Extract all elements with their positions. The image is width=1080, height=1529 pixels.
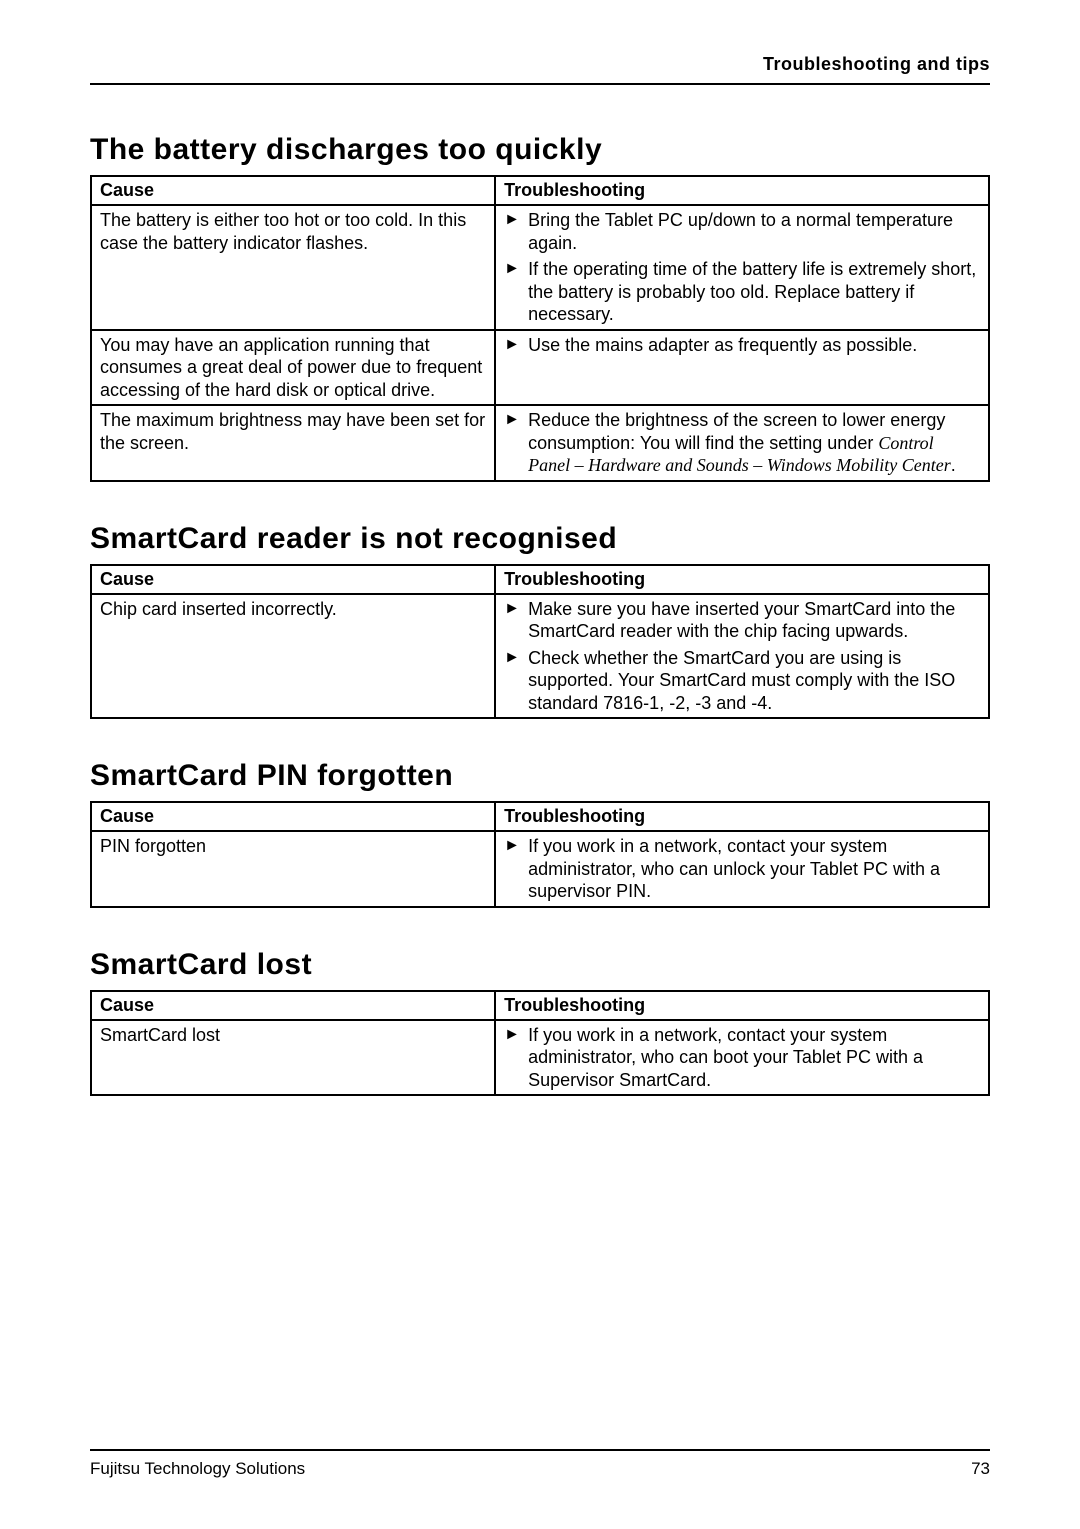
fix-text: Check whether the SmartCard you are usin…	[528, 647, 980, 715]
arrow-icon: ►	[504, 409, 528, 431]
troubleshooting-table: Cause Troubleshooting SmartCard lost ► I…	[90, 990, 990, 1097]
fix-item: ► If the operating time of the battery l…	[504, 258, 980, 326]
table-row: PIN forgotten ► If you work in a network…	[91, 831, 989, 907]
table-row: You may have an application running that…	[91, 330, 989, 406]
footer-row: Fujitsu Technology Solutions 73	[90, 1459, 990, 1479]
fix-item: ► If you work in a network, contact your…	[504, 1024, 980, 1092]
fix-item: ► Check whether the SmartCard you are us…	[504, 647, 980, 715]
table-header-row: Cause Troubleshooting	[91, 802, 989, 831]
troubleshooting-table: Cause Troubleshooting Chip card inserted…	[90, 564, 990, 720]
fix-cell: ► If you work in a network, contact your…	[495, 831, 989, 907]
troubleshooting-table: Cause Troubleshooting PIN forgotten ► If…	[90, 801, 990, 908]
fix-header: Troubleshooting	[495, 565, 989, 594]
cause-header: Cause	[91, 991, 495, 1020]
fix-header: Troubleshooting	[495, 991, 989, 1020]
cause-cell: You may have an application running that…	[91, 330, 495, 406]
troubleshooting-table: Cause Troubleshooting The battery is eit…	[90, 175, 990, 482]
fix-cell: ► Make sure you have inserted your Smart…	[495, 594, 989, 719]
fix-item: ► Use the mains adapter as frequently as…	[504, 334, 980, 357]
fix-item: ► Make sure you have inserted your Smart…	[504, 598, 980, 643]
fix-text: If you work in a network, contact your s…	[528, 1024, 980, 1092]
fix-text: If you work in a network, contact your s…	[528, 835, 980, 903]
section-title: SmartCard reader is not recognised	[90, 522, 990, 556]
table-row: Chip card inserted incorrectly. ► Make s…	[91, 594, 989, 719]
fix-text: If the operating time of the battery lif…	[528, 258, 980, 326]
cause-header: Cause	[91, 802, 495, 831]
section-title: SmartCard PIN forgotten	[90, 759, 990, 793]
fix-post: .	[951, 455, 956, 475]
fix-text: Use the mains adapter as frequently as p…	[528, 334, 980, 357]
section-title: SmartCard lost	[90, 948, 990, 982]
fix-cell: ► Bring the Tablet PC up/down to a norma…	[495, 205, 989, 330]
arrow-icon: ►	[504, 598, 528, 620]
fix-header: Troubleshooting	[495, 176, 989, 205]
fix-text: Make sure you have inserted your SmartCa…	[528, 598, 980, 643]
arrow-icon: ►	[504, 258, 528, 280]
arrow-icon: ►	[504, 209, 528, 231]
fix-header: Troubleshooting	[495, 802, 989, 831]
table-row: The maximum brightness may have been set…	[91, 405, 989, 481]
cause-header: Cause	[91, 565, 495, 594]
cause-header: Cause	[91, 176, 495, 205]
header-section-label: Troubleshooting and tips	[90, 54, 990, 83]
arrow-icon: ►	[504, 334, 528, 356]
footer: Fujitsu Technology Solutions 73	[90, 1449, 990, 1479]
section-title: The battery discharges too quickly	[90, 133, 990, 167]
fix-item: ► Bring the Tablet PC up/down to a norma…	[504, 209, 980, 254]
footer-left: Fujitsu Technology Solutions	[90, 1459, 305, 1479]
table-row: The battery is either too hot or too col…	[91, 205, 989, 330]
cause-cell: The battery is either too hot or too col…	[91, 205, 495, 330]
fix-item: ► If you work in a network, contact your…	[504, 835, 980, 903]
page: Troubleshooting and tips The battery dis…	[0, 0, 1080, 1529]
cause-cell: SmartCard lost	[91, 1020, 495, 1096]
fix-text: Bring the Tablet PC up/down to a normal …	[528, 209, 980, 254]
fix-cell: ► Use the mains adapter as frequently as…	[495, 330, 989, 406]
fix-cell: ► Reduce the brightness of the screen to…	[495, 405, 989, 481]
fix-item: ► Reduce the brightness of the screen to…	[504, 409, 980, 477]
footer-rule	[90, 1449, 990, 1451]
header-rule	[90, 83, 990, 85]
table-header-row: Cause Troubleshooting	[91, 991, 989, 1020]
cause-cell: PIN forgotten	[91, 831, 495, 907]
cause-cell: Chip card inserted incorrectly.	[91, 594, 495, 719]
cause-cell: The maximum brightness may have been set…	[91, 405, 495, 481]
table-row: SmartCard lost ► If you work in a networ…	[91, 1020, 989, 1096]
arrow-icon: ►	[504, 835, 528, 857]
fix-cell: ► If you work in a network, contact your…	[495, 1020, 989, 1096]
table-header-row: Cause Troubleshooting	[91, 176, 989, 205]
arrow-icon: ►	[504, 647, 528, 669]
footer-page-number: 73	[971, 1459, 990, 1479]
fix-text: Reduce the brightness of the screen to l…	[528, 409, 980, 477]
arrow-icon: ►	[504, 1024, 528, 1046]
table-header-row: Cause Troubleshooting	[91, 565, 989, 594]
